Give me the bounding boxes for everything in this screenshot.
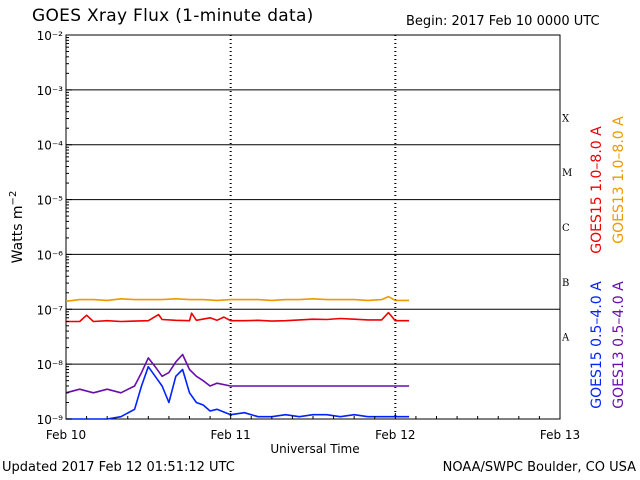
- y-tick-label: 10⁻³: [37, 84, 64, 98]
- y-axis-label-text: Watts m−2: [8, 191, 26, 264]
- series-goes13_short: [65, 353, 410, 394]
- updated-timestamp: Updated 2017 Feb 12 01:51:12 UTC: [2, 460, 235, 475]
- y-axis-label: Watts m−2: [8, 191, 26, 264]
- x-tick-label: Feb 13: [540, 428, 580, 442]
- y-tick-label: 10⁻⁷: [37, 303, 64, 317]
- x-tick-label: Feb 11: [210, 428, 250, 442]
- x-tick-label: Feb 10: [46, 428, 86, 442]
- y-tick-label: 10⁻²: [37, 29, 64, 43]
- y-tick-label: 10⁻⁸: [37, 358, 64, 372]
- x-grid: [229, 35, 397, 419]
- x-ticks: Feb 10 Feb 11 Feb 12 Feb 13: [46, 413, 580, 442]
- legend-entry-goes15_long: GOES15 1.0–8.0 A: [589, 126, 605, 254]
- flare-class-label: M: [562, 168, 572, 179]
- series-layer: [65, 295, 410, 420]
- flare-class-label: B: [562, 278, 569, 289]
- legend-entry-goes13_short: GOES13 0.5–4.0 A: [611, 281, 627, 409]
- y-tick-label: 10⁻⁴: [37, 139, 64, 153]
- y-ticks: 10⁻⁹ 10⁻⁸ 10⁻⁷ 10⁻⁶ 10⁻⁵ 10⁻⁴ 10⁻³ 10⁻²: [37, 29, 72, 427]
- grid-lines: [66, 89, 560, 365]
- legend-entry-goes15_short: GOES15 0.5–4.0 A: [589, 281, 605, 409]
- x-tick-label: Feb 12: [375, 428, 415, 442]
- flare-class-label: A: [561, 333, 570, 344]
- legend: GOES15 1.0–8.0 A GOES13 1.0–8.0 A GOES15 0…: [589, 116, 627, 409]
- y-tick-label: 10⁻⁵: [37, 194, 64, 208]
- plot-area: [65, 34, 561, 420]
- flare-class-label: X: [562, 113, 570, 124]
- flare-class-label: C: [562, 223, 570, 234]
- series-goes15_long: [66, 311, 410, 323]
- begin-time: Begin: 2017 Feb 10 0000 UTC: [406, 14, 600, 29]
- series-goes13_long: [65, 295, 410, 303]
- credit-line: NOAA/SWPC Boulder, CO USA: [442, 460, 636, 475]
- x-axis-label: Universal Time: [270, 442, 359, 456]
- series-goes15_short: [66, 365, 410, 420]
- y-tick-label: 10⁻⁹: [37, 413, 64, 427]
- legend-entry-goes13_long: GOES13 1.0–8.0 A: [611, 116, 627, 244]
- chart-title: GOES Xray Flux (1-minute data): [32, 6, 314, 26]
- y-tick-label: 10⁻⁶: [37, 248, 64, 262]
- flare-class-labels: A B C M X: [561, 113, 572, 343]
